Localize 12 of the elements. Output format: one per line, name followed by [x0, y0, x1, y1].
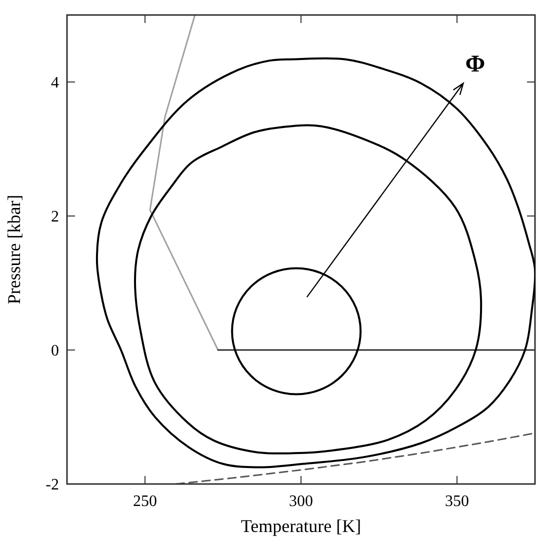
line-series: [149, 15, 219, 351]
y-tick-label: 0: [51, 342, 59, 360]
annotation: Φ: [465, 51, 486, 78]
x-tick-label: 350: [445, 493, 469, 510]
x-tick-label: 300: [289, 493, 313, 510]
x-tick-label: 250: [133, 493, 157, 510]
y-tick-label: -2: [46, 476, 59, 494]
y-tick-label: 4: [51, 74, 59, 92]
line-series: [175, 432, 535, 484]
x-axis-title: Temperature [K]: [240, 516, 362, 536]
y-axis-title: Pressure [kbar]: [4, 194, 24, 304]
y-tick-label: 2: [51, 208, 59, 226]
